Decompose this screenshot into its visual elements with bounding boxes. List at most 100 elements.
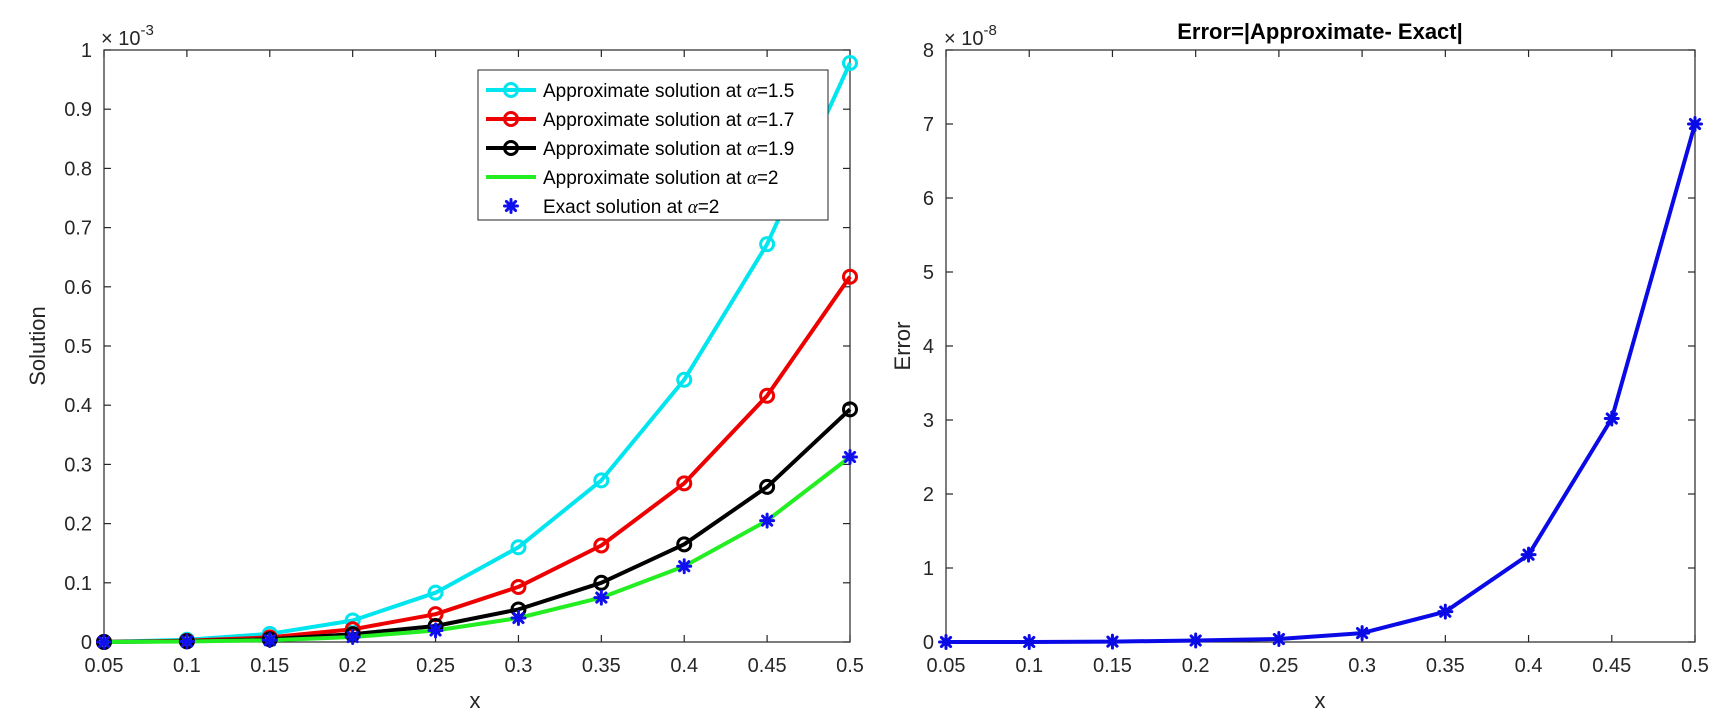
error-chart-title: Error=|Approximate- Exact| bbox=[1177, 19, 1463, 44]
legend-entry: Approximate solution at α=1.5 bbox=[486, 81, 794, 102]
error-point-s0-2 bbox=[1104, 633, 1121, 650]
error-point-s0-5 bbox=[1354, 625, 1371, 642]
legend-marker-sample bbox=[503, 198, 519, 214]
error-x-tick-label: 0.35 bbox=[1426, 655, 1465, 677]
solution-point-s1-8 bbox=[759, 387, 776, 404]
error-y-tick-label: 7 bbox=[923, 114, 934, 136]
error-point-s0-0 bbox=[938, 634, 954, 650]
error-y-tick-label: 2 bbox=[923, 484, 934, 506]
solution-point-s2-6 bbox=[593, 574, 610, 591]
solution-point-s4-2 bbox=[261, 632, 278, 649]
solution-point-s4-8 bbox=[759, 512, 776, 529]
solution-point-s1-9 bbox=[842, 268, 858, 285]
solution-series-line-3 bbox=[103, 455, 852, 644]
solution-x-axis-label: x bbox=[470, 688, 481, 713]
solution-y-tick-label: 0.2 bbox=[64, 514, 92, 536]
error-point-s0-4 bbox=[1270, 631, 1287, 648]
error-y-tick-label: 4 bbox=[923, 336, 934, 358]
legend-marker-sample bbox=[503, 140, 519, 156]
solution-y-tick-label: 0.8 bbox=[64, 158, 92, 180]
error-y-tick-label: 5 bbox=[923, 262, 934, 284]
error-y-tick-label: 6 bbox=[923, 188, 934, 210]
solution-point-s4-9 bbox=[842, 449, 858, 465]
solution-point-s4-4 bbox=[427, 622, 444, 639]
solution-y-tick-label: 0.6 bbox=[64, 277, 92, 299]
legend-entry: Approximate solution at α=2 bbox=[486, 168, 779, 189]
error-y-tick-label: 1 bbox=[923, 558, 934, 580]
error-x-tick-label: 0.4 bbox=[1515, 655, 1543, 677]
solution-y-tick-label: 0.5 bbox=[64, 336, 92, 358]
error-point-s0-3 bbox=[1187, 632, 1204, 649]
solution-x-tick-label: 0.45 bbox=[748, 655, 787, 677]
solution-point-s0-8 bbox=[759, 236, 776, 253]
solution-x-tick-label: 0.05 bbox=[85, 655, 124, 677]
solution-point-s0-6 bbox=[593, 472, 610, 489]
solution-y-tick-label: 0 bbox=[81, 632, 92, 654]
solution-x-tick-label: 0.3 bbox=[505, 655, 533, 677]
solution-point-s0-5 bbox=[510, 539, 527, 556]
solution-y-axis-label: Solution bbox=[25, 306, 50, 386]
legend-marker-sample bbox=[503, 111, 519, 127]
error-x-tick-label: 0.15 bbox=[1093, 655, 1132, 677]
solution-point-s2-8 bbox=[759, 478, 776, 495]
solution-series-markers bbox=[96, 55, 858, 650]
error-point-s0-6 bbox=[1437, 603, 1454, 620]
legend-label: Exact solution at α=2 bbox=[543, 197, 719, 218]
error-y-tick-label: 3 bbox=[923, 410, 934, 432]
solution-y-tick-label: 0.3 bbox=[64, 454, 92, 476]
solution-y-tick-label: 1 bbox=[81, 40, 92, 62]
error-point-s0-9 bbox=[1687, 116, 1703, 132]
error-x-tick-label: 0.3 bbox=[1348, 655, 1376, 677]
error-x-tick-label: 0.45 bbox=[1592, 655, 1631, 677]
solution-ticks: 0.05 0.1 0.15 0.2 0.25 0.3 0.35 0.4 0.45 0.5 0 0.1 0… bbox=[64, 40, 864, 677]
error-series-lines bbox=[946, 123, 1697, 644]
solution-x-tick-label: 0.2 bbox=[339, 655, 367, 677]
legend-marker-sample bbox=[503, 82, 519, 98]
error-y-axis-label: Error bbox=[890, 322, 915, 371]
error-chart: 0.05 0.1 0.15 0.2 0.25 0.3 0.35 0.4 0.45 0.5 0 1 2 3 4… bbox=[890, 19, 1709, 713]
solution-point-s4-3 bbox=[344, 629, 361, 646]
error-y-tick-label: 0 bbox=[923, 632, 934, 654]
error-y-tick-label: 8 bbox=[923, 40, 934, 62]
solution-y-tick-label: 0.1 bbox=[64, 573, 92, 595]
legend-label: Approximate solution at α=1.9 bbox=[543, 139, 794, 160]
error-y-multiplier: × 10-8 bbox=[944, 22, 997, 50]
error-x-tick-label: 0.2 bbox=[1182, 655, 1210, 677]
error-x-tick-label: 0.5 bbox=[1681, 655, 1709, 677]
solution-point-s0-4 bbox=[427, 584, 444, 601]
error-series-markers bbox=[938, 116, 1703, 650]
solution-x-tick-label: 0.25 bbox=[416, 655, 455, 677]
solution-x-tick-label: 0.35 bbox=[582, 655, 621, 677]
error-x-tick-label: 0.05 bbox=[927, 655, 966, 677]
legend-entry: Exact solution at α=2 bbox=[503, 197, 719, 218]
solution-series-lines bbox=[103, 62, 852, 644]
error-x-tick-label: 0.1 bbox=[1015, 655, 1043, 677]
solution-y-tick-label: 0.7 bbox=[64, 218, 92, 240]
solution-y-multiplier: × 10-3 bbox=[101, 22, 154, 50]
solution-x-tick-label: 0.15 bbox=[250, 655, 289, 677]
solution-point-s4-1 bbox=[178, 633, 195, 650]
legend-label: Approximate solution at α=2 bbox=[543, 168, 779, 189]
error-point-s0-7 bbox=[1520, 546, 1537, 563]
legend-label: Approximate solution at α=1.5 bbox=[543, 81, 794, 102]
solution-point-s0-9 bbox=[842, 55, 858, 72]
solution-point-s4-0 bbox=[96, 634, 112, 650]
legend-label: Approximate solution at α=1.7 bbox=[543, 110, 794, 131]
legend-entry: Approximate solution at α=1.7 bbox=[486, 110, 794, 131]
solution-x-tick-label: 0.5 bbox=[836, 655, 864, 677]
error-ticks: 0.05 0.1 0.15 0.2 0.25 0.3 0.35 0.4 0.45 0.5 0 1 2 3 4… bbox=[923, 40, 1709, 677]
error-x-axis-label: x bbox=[1315, 688, 1326, 713]
solution-point-s4-5 bbox=[510, 610, 527, 627]
solution-chart: 0.05 0.1 0.15 0.2 0.25 0.3 0.35 0.4 0.45 0.5 0 0.1 0… bbox=[25, 22, 864, 713]
legend-box bbox=[477, 69, 829, 221]
solution-point-s0-7 bbox=[676, 371, 693, 388]
error-point-s0-8 bbox=[1603, 410, 1620, 427]
solution-y-tick-label: 0.9 bbox=[64, 99, 92, 121]
solution-point-s4-6 bbox=[593, 589, 610, 606]
solution-point-s2-9 bbox=[842, 401, 858, 418]
error-x-tick-label: 0.25 bbox=[1259, 655, 1298, 677]
solution-point-s4-7 bbox=[676, 558, 693, 575]
solution-x-tick-label: 0.1 bbox=[173, 655, 201, 677]
